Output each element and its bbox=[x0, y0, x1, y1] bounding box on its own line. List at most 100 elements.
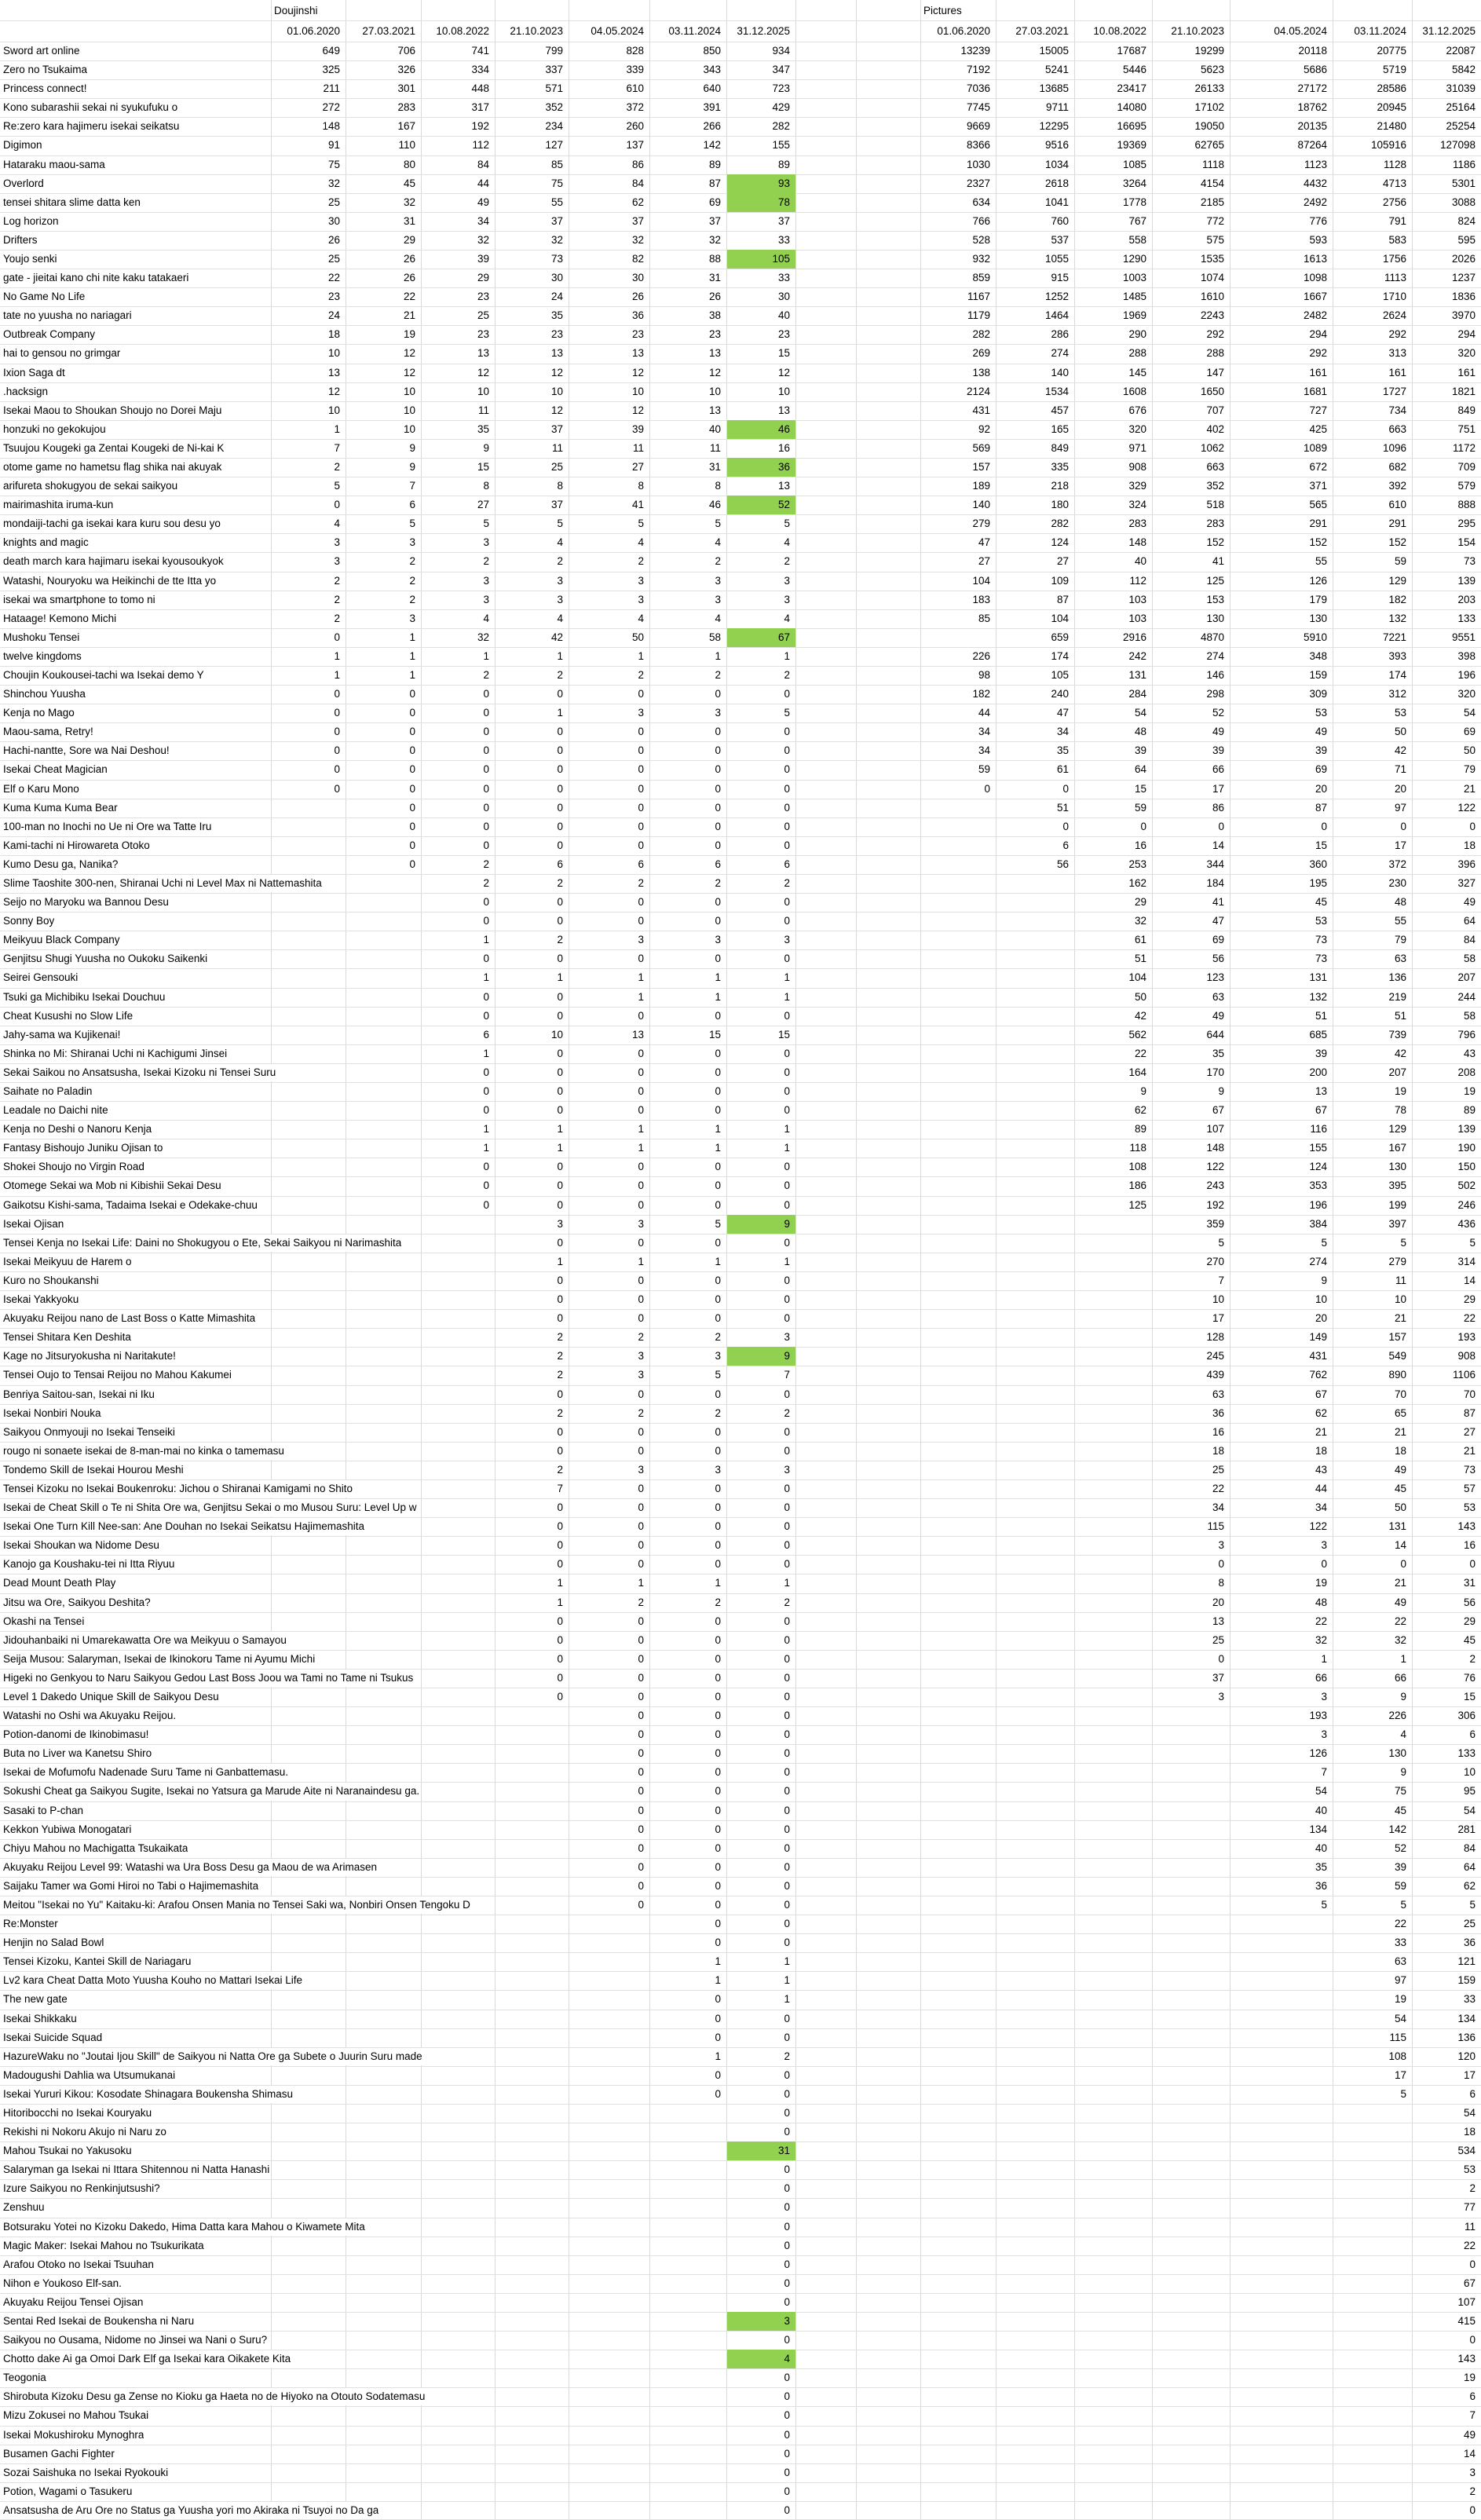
pictures-count-cell[interactable]: 22 bbox=[1463, 2239, 1476, 2251]
doujinshi-count-cell[interactable]: 4 bbox=[638, 536, 644, 549]
title-cell[interactable]: Re:Monster bbox=[3, 1915, 58, 1933]
doujinshi-count-cell[interactable]: 30 bbox=[631, 272, 644, 284]
pictures-count-cell[interactable]: 142 bbox=[1388, 1823, 1406, 1835]
doujinshi-count-cell[interactable]: 0 bbox=[715, 953, 721, 965]
doujinshi-count-cell[interactable]: 0 bbox=[784, 2201, 790, 2214]
doujinshi-count-cell[interactable]: 0 bbox=[784, 2182, 790, 2195]
doujinshi-count-cell[interactable]: 0 bbox=[557, 896, 563, 909]
doujinshi-count-cell[interactable]: 35 bbox=[477, 422, 489, 435]
pictures-count-cell[interactable]: 0 bbox=[1469, 2334, 1476, 2346]
pictures-count-cell[interactable]: 1464 bbox=[1044, 309, 1069, 322]
pictures-count-cell[interactable]: 9551 bbox=[1451, 631, 1476, 643]
pictures-count-cell[interactable]: 35 bbox=[1212, 1047, 1224, 1059]
pictures-count-cell[interactable]: 3 bbox=[1469, 2466, 1476, 2478]
pictures-count-cell[interactable]: 16695 bbox=[1117, 120, 1146, 133]
pictures-count-cell[interactable]: 56 bbox=[1056, 858, 1069, 870]
doujinshi-count-cell[interactable]: 12 bbox=[477, 366, 489, 379]
pictures-count-cell[interactable]: 1252 bbox=[1044, 291, 1069, 303]
doujinshi-count-cell[interactable]: 4 bbox=[784, 612, 790, 624]
title-cell[interactable]: Hitoribocchi no Isekai Kouryaku bbox=[3, 2104, 152, 2123]
pictures-count-cell[interactable]: 64 bbox=[1134, 763, 1146, 776]
doujinshi-count-cell[interactable]: 282 bbox=[772, 120, 790, 133]
doujinshi-count-cell[interactable]: 0 bbox=[715, 688, 721, 700]
pictures-count-cell[interactable]: 76 bbox=[1463, 1671, 1476, 1684]
pictures-count-cell[interactable]: 1 bbox=[1321, 1652, 1327, 1665]
doujinshi-count-cell[interactable]: 0 bbox=[409, 801, 415, 814]
doujinshi-count-cell[interactable]: 2 bbox=[784, 1406, 790, 1419]
doujinshi-count-cell[interactable]: 0 bbox=[715, 1804, 721, 1816]
pictures-count-cell[interactable]: 425 bbox=[1309, 422, 1327, 435]
pictures-count-cell[interactable]: 145 bbox=[1128, 366, 1146, 379]
pictures-count-cell[interactable]: 104 bbox=[1051, 612, 1069, 624]
pictures-count-cell[interactable]: 291 bbox=[1388, 518, 1406, 530]
doujinshi-count-cell[interactable]: 1 bbox=[784, 1974, 790, 1987]
doujinshi-count-cell[interactable]: 0 bbox=[715, 1728, 721, 1741]
pictures-count-cell[interactable]: 79 bbox=[1463, 763, 1476, 776]
doujinshi-count-cell[interactable]: 13 bbox=[708, 404, 721, 416]
pictures-count-cell[interactable]: 122 bbox=[1206, 1161, 1224, 1173]
pictures-count-cell[interactable]: 395 bbox=[1388, 1180, 1406, 1192]
doujinshi-count-cell[interactable]: 0 bbox=[784, 2012, 790, 2024]
pictures-count-cell[interactable]: 62 bbox=[1315, 1406, 1327, 1419]
pictures-count-cell[interactable]: 17 bbox=[1394, 839, 1406, 851]
doujinshi-count-cell[interactable]: 2 bbox=[715, 877, 721, 890]
pictures-count-cell[interactable]: 131 bbox=[1388, 1520, 1406, 1533]
doujinshi-count-cell[interactable]: 1 bbox=[715, 1955, 721, 1968]
pictures-count-cell[interactable]: 575 bbox=[1206, 233, 1224, 246]
pictures-count-cell[interactable]: 73 bbox=[1315, 934, 1327, 946]
doujinshi-count-cell[interactable]: 283 bbox=[397, 101, 415, 114]
pictures-count-cell[interactable]: 314 bbox=[1457, 1255, 1476, 1267]
doujinshi-count-cell[interactable]: 0 bbox=[715, 1842, 721, 1854]
pictures-count-cell[interactable]: 124 bbox=[1309, 1161, 1327, 1173]
pictures-count-cell[interactable]: 48 bbox=[1134, 726, 1146, 738]
doujinshi-count-cell[interactable]: 1 bbox=[715, 649, 721, 662]
doujinshi-count-cell[interactable]: 0 bbox=[638, 1161, 644, 1173]
title-cell[interactable]: Leadale no Daichi nite bbox=[3, 1102, 108, 1120]
doujinshi-count-cell[interactable]: 1 bbox=[334, 649, 340, 662]
doujinshi-count-cell[interactable]: 0 bbox=[784, 2239, 790, 2251]
doujinshi-count-cell[interactable]: 1 bbox=[483, 649, 489, 662]
pictures-count-cell[interactable]: 34 bbox=[978, 726, 990, 738]
doujinshi-count-cell[interactable]: 1 bbox=[715, 2050, 721, 2062]
doujinshi-count-cell[interactable]: 8 bbox=[483, 480, 489, 492]
doujinshi-count-cell[interactable]: 2 bbox=[557, 1406, 563, 1419]
doujinshi-count-cell[interactable]: 155 bbox=[772, 139, 790, 152]
doujinshi-date-header[interactable]: 01.06.2020 bbox=[287, 25, 340, 37]
doujinshi-count-cell[interactable]: 0 bbox=[715, 1066, 721, 1078]
doujinshi-count-cell[interactable]: 58 bbox=[708, 631, 721, 643]
doujinshi-count-cell[interactable]: 0 bbox=[784, 1937, 790, 1949]
doujinshi-count-cell[interactable]: 0 bbox=[784, 2390, 790, 2403]
pictures-count-cell[interactable]: 1681 bbox=[1303, 385, 1327, 397]
doujinshi-count-cell[interactable]: 13 bbox=[777, 480, 790, 492]
pictures-count-cell[interactable]: 5 bbox=[1400, 2087, 1406, 2100]
pictures-count-cell[interactable]: 6 bbox=[1469, 2390, 1476, 2403]
doujinshi-count-cell[interactable]: 339 bbox=[626, 64, 644, 76]
pictures-count-cell[interactable]: 18 bbox=[1315, 1444, 1327, 1457]
doujinshi-count-cell[interactable]: 2 bbox=[715, 669, 721, 682]
pictures-count-cell[interactable]: 0 bbox=[1140, 820, 1146, 832]
title-cell[interactable]: Magic Maker: Isekai Mahou no Tsukurikata bbox=[3, 2237, 204, 2255]
pictures-count-cell[interactable]: 139 bbox=[1457, 1123, 1476, 1136]
pictures-count-cell[interactable]: 1055 bbox=[1044, 253, 1069, 265]
highlighted-count-cell[interactable]: 67 bbox=[727, 627, 795, 647]
pictures-count-cell[interactable]: 329 bbox=[1128, 480, 1146, 492]
doujinshi-count-cell[interactable]: 5 bbox=[715, 518, 721, 530]
title-cell[interactable]: Chiyu Mahou no Machigatta Tsukaikata bbox=[3, 1839, 188, 1857]
pictures-count-cell[interactable]: 0 bbox=[1321, 1558, 1327, 1571]
pictures-count-cell[interactable]: 107 bbox=[1206, 1123, 1224, 1136]
doujinshi-count-cell[interactable]: 10 bbox=[403, 385, 415, 397]
doujinshi-count-cell[interactable]: 1 bbox=[638, 1142, 644, 1154]
pictures-count-cell[interactable]: 43 bbox=[1463, 1047, 1476, 1059]
doujinshi-count-cell[interactable]: 0 bbox=[557, 820, 563, 832]
pictures-count-cell[interactable]: 122 bbox=[1457, 801, 1476, 814]
doujinshi-count-cell[interactable]: 2 bbox=[409, 555, 415, 568]
doujinshi-count-cell[interactable]: 37 bbox=[550, 422, 563, 435]
doujinshi-count-cell[interactable]: 1 bbox=[483, 1047, 489, 1059]
pictures-count-cell[interactable]: 5 bbox=[1469, 1898, 1476, 1911]
title-cell[interactable]: Hataage! Kemono Michi bbox=[3, 609, 117, 627]
pictures-count-cell[interactable]: 7 bbox=[1321, 1766, 1327, 1779]
pictures-count-cell[interactable]: 21 bbox=[1315, 1425, 1327, 1438]
pictures-count-cell[interactable]: 148 bbox=[1206, 1142, 1224, 1154]
doujinshi-count-cell[interactable]: 1 bbox=[715, 971, 721, 984]
doujinshi-count-cell[interactable]: 0 bbox=[715, 915, 721, 927]
